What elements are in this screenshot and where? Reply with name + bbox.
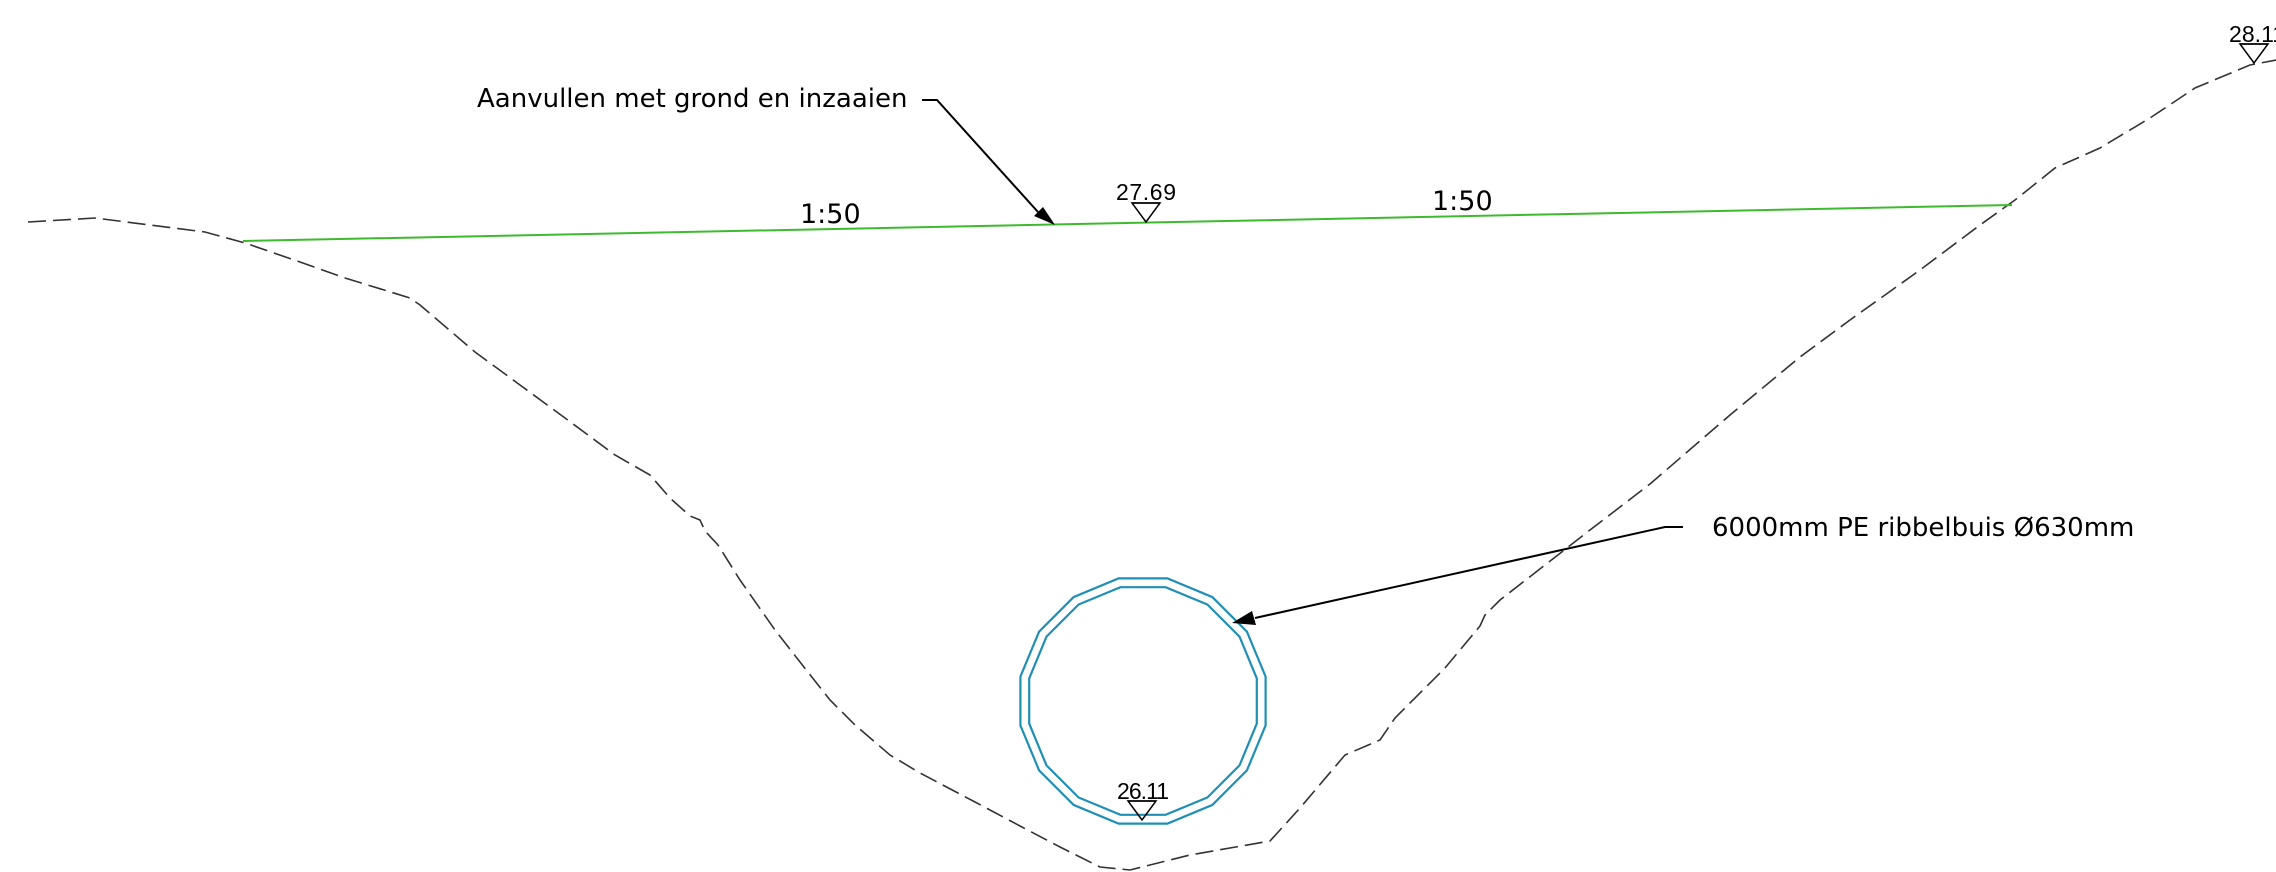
pipe-note-arrowhead	[1232, 611, 1256, 625]
pipe-outer-wall	[1019, 577, 1267, 825]
fill-note-label: Aanvullen met grond en inzaaien	[477, 84, 907, 114]
surface-level-marker: 27.69	[1116, 179, 1176, 224]
slope-label-right: 1:50	[1432, 186, 1493, 217]
pipe-invert-level-marker: 26.11	[1117, 778, 1169, 822]
surface-level-value: 27.69	[1116, 179, 1176, 205]
existing-ground-line	[27, 59, 2276, 871]
top-right-level-value: 28.11	[2229, 21, 2276, 47]
fill-note-leader	[922, 99, 1039, 213]
pipe-note-leader	[1254, 526, 1683, 619]
top-right-level-triangle	[2238, 43, 2270, 65]
slope-label-left: 1:50	[800, 199, 861, 230]
fill-note-arrowhead	[1034, 207, 1055, 225]
finished-grade-line	[242, 204, 2013, 242]
top-right-level-marker: 28.11	[2229, 21, 2276, 65]
pipe-invert-level-value: 26.11	[1117, 778, 1169, 804]
pipe-invert-level-triangle	[1126, 800, 1158, 822]
surface-level-triangle	[1130, 202, 1162, 224]
pipe-note-label: 6000mm PE ribbelbuis Ø630mm	[1712, 513, 2134, 543]
pipe-inner-wall	[1028, 586, 1258, 816]
